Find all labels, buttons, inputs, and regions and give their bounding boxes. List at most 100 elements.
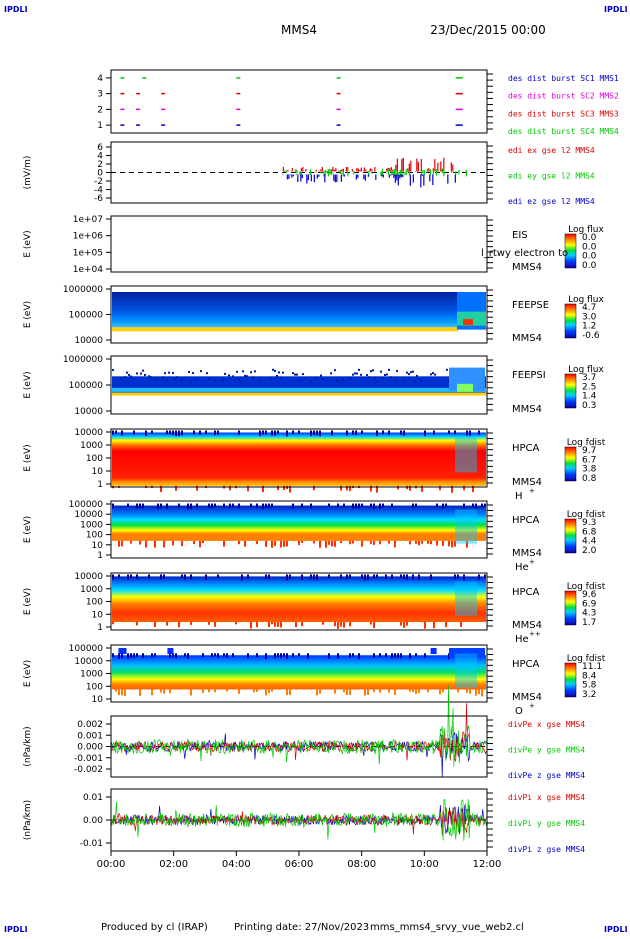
hpca-he-cell xyxy=(412,503,414,508)
hpca-h-cell xyxy=(340,485,342,491)
feepsi-cell xyxy=(112,369,114,372)
hpca-h-cell xyxy=(355,430,357,436)
hpca-hepp-ylabel: E (eV) xyxy=(23,588,33,615)
hpca-h-cell xyxy=(169,430,171,435)
hpca-o-cell xyxy=(130,653,132,658)
hpca-he-cell xyxy=(352,540,354,544)
hpca-o-cell xyxy=(190,689,192,696)
hpca-hepp-colorbar xyxy=(564,590,577,626)
hpca-o-cell xyxy=(334,689,336,694)
feepsi-cell xyxy=(342,379,344,382)
eis-ytick-label: 1e+06 xyxy=(73,232,104,242)
feepsi-cell xyxy=(274,369,276,372)
panels: 4 3 2 1 des dist burst SC1 MMS1 des dist burs… xyxy=(23,69,619,854)
feepse-colorbar-tick: 3.0 xyxy=(582,312,597,322)
hpca-o-cell xyxy=(481,689,483,697)
hpca-h-cell xyxy=(319,430,321,437)
hpca-he-cell xyxy=(334,540,336,547)
feepsi-cell xyxy=(350,377,352,380)
feepsi-cell xyxy=(336,379,338,382)
feepsi-colorbar-tick: 2.5 xyxy=(582,382,596,392)
eis-side-label: EIS xyxy=(512,230,528,241)
hpca-hepp-cell xyxy=(214,622,216,627)
hpca-hepp-cell xyxy=(247,574,249,579)
hpca-o-cell xyxy=(118,648,127,654)
feepsi-cell xyxy=(292,372,294,375)
hpca-o-cell xyxy=(133,653,135,658)
hpca-o-cell xyxy=(226,653,228,658)
feepsi-cell xyxy=(192,372,194,375)
hpca-he-cell xyxy=(121,540,123,547)
hpca-he-cell xyxy=(421,540,423,544)
hpca-hepp-cell xyxy=(112,622,114,625)
hpca-hepp-cell xyxy=(301,622,303,627)
hpca-he-colorbar-tick: 2.0 xyxy=(582,546,597,556)
feepsi-cell xyxy=(388,368,390,371)
divpi-ylabel: (nPa/km) xyxy=(23,800,33,840)
hpca-hepp-cell xyxy=(250,622,252,629)
feepsi-cell xyxy=(144,373,146,376)
hpca-o-cell xyxy=(343,689,345,693)
hpca-he-cell xyxy=(280,540,282,548)
feepsi-cell xyxy=(176,376,178,379)
hpca-o-cell xyxy=(112,655,486,690)
hpca-h-cell xyxy=(229,485,231,491)
hpca-h-cell xyxy=(403,430,405,436)
hpca-h-colorbar-tick: 0.8 xyxy=(582,474,597,484)
hpca-h-cell xyxy=(193,430,195,435)
feepsi-cell xyxy=(128,373,130,376)
feepsi-cell xyxy=(112,387,486,392)
feepsi-cell xyxy=(302,373,304,376)
hpca-o-cell xyxy=(238,689,240,694)
hpca-h-ytick-label: 10000 xyxy=(74,428,103,438)
feepsi-cell xyxy=(208,378,210,381)
hpca-he-frame xyxy=(110,500,488,559)
feepsi-cell xyxy=(276,374,278,377)
hpca-hepp-cell xyxy=(364,574,366,581)
burst-ytick-label: 2 xyxy=(97,105,103,115)
hpca-o-cell xyxy=(349,689,351,696)
hpca-he-cell xyxy=(160,503,162,509)
hpca-he-cell xyxy=(211,503,213,508)
hpca-hepp-cell xyxy=(160,574,162,580)
hpca-hepp-cell xyxy=(268,622,270,628)
hpca-hepp-cell xyxy=(301,574,303,581)
eis-colorbar-tick: 0.0 xyxy=(582,261,597,271)
hpca-h-cell xyxy=(262,430,264,435)
hpca-o-cell xyxy=(394,653,396,658)
hpca-he-cell xyxy=(244,540,246,547)
feepsi-cell xyxy=(360,373,362,376)
hpca-h-colorbar-tick: 9.7 xyxy=(582,446,596,456)
feepsi-cell xyxy=(410,371,412,374)
hpca-o-ytick-label: 10000 xyxy=(74,657,103,667)
feepsi-ytick-label: 100000 xyxy=(69,381,104,391)
eis-ylabel: E (eV) xyxy=(23,230,33,257)
feepsi-cell xyxy=(222,379,224,382)
divpe-series-z xyxy=(110,732,487,778)
feepsi-cell xyxy=(356,372,358,375)
feepsi-cell xyxy=(180,378,182,381)
feepsi-cell xyxy=(240,380,242,383)
hpca-h-cell xyxy=(361,430,363,434)
hpca-hepp-cell xyxy=(343,622,345,628)
divpi-ytick-label: 0.01 xyxy=(83,793,103,803)
feepsi-side-label: FEEPSI xyxy=(512,370,546,381)
time-tick-label: 12:00 xyxy=(473,859,502,870)
feepsi-cell xyxy=(252,376,254,379)
feepse-cell xyxy=(463,319,473,326)
hpca-he-cell xyxy=(472,503,474,508)
hpca-he-cell xyxy=(301,503,303,508)
feepsi-cell xyxy=(322,378,324,381)
feepsi-cell xyxy=(136,372,138,375)
feepsi-colorbar xyxy=(564,373,577,409)
hpca-hepp-colorbar-tick: 1.7 xyxy=(582,618,596,628)
hpca-o-cell xyxy=(289,689,291,696)
hpca-he-cell xyxy=(256,503,258,508)
hpca-hepp-cell xyxy=(463,574,465,581)
hpca-h-cell xyxy=(376,485,378,493)
feepsi-cell xyxy=(354,372,356,375)
hpca-he-cell xyxy=(142,503,144,509)
hpca-hepp-cell xyxy=(112,576,486,623)
hpca-o-cell xyxy=(277,653,279,657)
feepse-ytick-label: 10000 xyxy=(74,336,103,346)
